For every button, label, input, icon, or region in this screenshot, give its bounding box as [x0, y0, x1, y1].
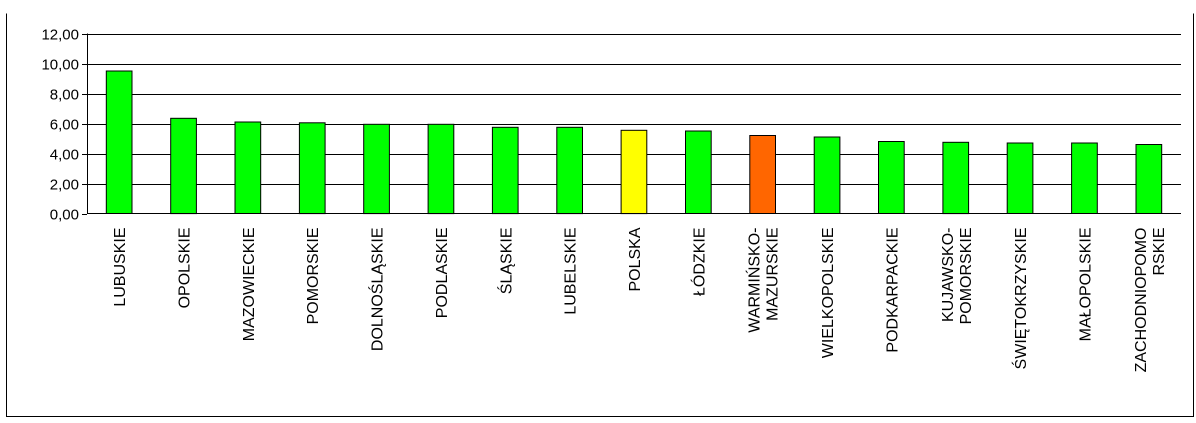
y-tick-label: 10,00 [41, 57, 79, 74]
x-axis-labels: LUBUSKIE OPOLSKIE MAZOWIECKIE POMORSKIE DOLN… [112, 227, 1168, 372]
y-tick-label: 6,00 [50, 117, 79, 134]
bar [1071, 142, 1098, 214]
y-tick-label: 0,00 [50, 207, 79, 224]
x-tick-label: PODKARPACKIE [884, 228, 901, 353]
x-tick-label: WIELKOPOLSKIE [820, 228, 837, 359]
y-tick-label: 4,00 [50, 147, 79, 164]
gridlines [87, 34, 1181, 185]
bar [234, 121, 262, 214]
x-tick-label: POLSKA [627, 227, 644, 291]
bar [427, 123, 455, 215]
bar [363, 123, 390, 215]
x-tick-label: WARMIŃSKO-MAZURSKIE [745, 228, 782, 333]
x-tick-label: DOLNOŚLĄSKIE [368, 228, 387, 352]
bar [1006, 142, 1034, 214]
x-tick-label: POMORSKIE [305, 228, 322, 325]
y-tick-label: 12,00 [41, 27, 79, 44]
bar [170, 117, 197, 215]
chart-frame [6, 12, 1194, 417]
x-tick-label: ŚLĄSKIE [496, 228, 515, 295]
x-tick-label: ZACHODNIOPOMORSKIE [1133, 228, 1168, 373]
bar [813, 136, 841, 214]
bars [105, 70, 1163, 215]
x-tick-label: ŚWIĘTOKRZYSKIE [1011, 228, 1030, 370]
bar [556, 126, 583, 215]
y-tick-label: 8,00 [50, 87, 79, 104]
x-tick-label: LUBELSKIE [563, 228, 580, 315]
bar [749, 135, 776, 214]
y-axis-ticks: 0,00 2,00 4,00 6,00 8,00 10,00 12,00 [41, 27, 87, 224]
bar [685, 130, 712, 214]
x-tick-label: LUBUSKIE [112, 228, 129, 307]
x-tick-label: ŁÓDZKIE [689, 228, 708, 296]
x-tick-label: KUJAWSKO-POMORSKIE [940, 228, 975, 325]
bar [491, 126, 519, 215]
y-tick-label: 2,00 [50, 177, 79, 194]
x-tick-label: PODLASKIE [434, 228, 451, 319]
bar [942, 141, 970, 215]
bar [620, 129, 648, 215]
bar [298, 122, 326, 215]
x-tick-label: MAZOWIECKIE [241, 228, 258, 342]
bar [878, 141, 905, 214]
bar [1135, 144, 1163, 214]
bar [105, 70, 133, 214]
x-tick-label: MAŁOPOLSKIE [1078, 228, 1095, 342]
x-tick-label: OPOLSKIE [177, 228, 194, 309]
